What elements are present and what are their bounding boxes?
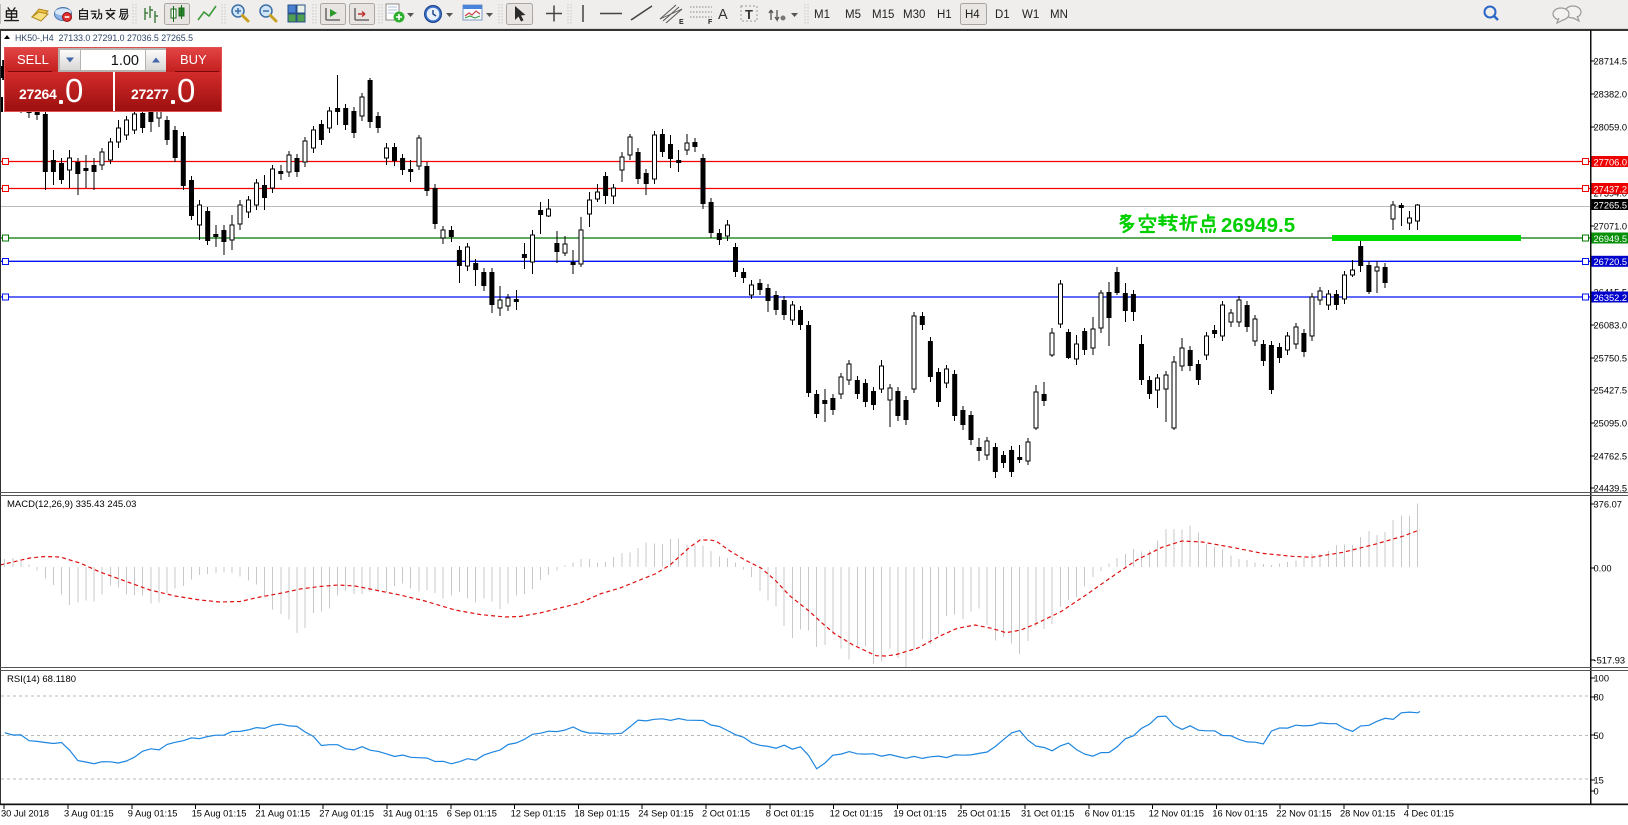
svg-text:25427.5: 25427.5 <box>1594 386 1628 396</box>
svg-text:A: A <box>718 7 728 23</box>
svg-text:M30: M30 <box>903 9 925 21</box>
svg-text:24 Sep 01:15: 24 Sep 01:15 <box>638 809 693 819</box>
svg-text:80: 80 <box>1594 693 1604 703</box>
svg-text:18 Sep 01:15: 18 Sep 01:15 <box>574 809 629 819</box>
svg-text:27071.0: 27071.0 <box>1594 222 1628 232</box>
svg-text:25095.0: 25095.0 <box>1594 419 1628 429</box>
svg-text:H1: H1 <box>937 9 952 21</box>
svg-text:28 Nov 01:15: 28 Nov 01:15 <box>1340 809 1395 819</box>
svg-text:26949.5: 26949.5 <box>1221 214 1295 237</box>
svg-text:RSI(14) 68.1180: RSI(14) 68.1180 <box>7 674 76 685</box>
svg-text:MN: MN <box>1050 9 1068 21</box>
svg-text:31 Aug 01:15: 31 Aug 01:15 <box>383 809 438 819</box>
svg-text:31 Oct 01:15: 31 Oct 01:15 <box>1021 809 1074 819</box>
svg-text:9 Aug 01:15: 9 Aug 01:15 <box>128 809 178 819</box>
svg-text:M1: M1 <box>814 9 830 21</box>
svg-text:25 Oct 01:15: 25 Oct 01:15 <box>957 809 1010 819</box>
svg-text:3 Aug 01:15: 3 Aug 01:15 <box>64 809 114 819</box>
svg-text:30 Jul 2018: 30 Jul 2018 <box>1 809 49 819</box>
svg-text:D1: D1 <box>995 9 1010 21</box>
svg-text:12 Sep 01:15: 12 Sep 01:15 <box>511 809 566 819</box>
svg-text:19 Oct 01:15: 19 Oct 01:15 <box>893 809 946 819</box>
svg-text:24439.5: 24439.5 <box>1594 484 1628 494</box>
svg-text:0.00: 0.00 <box>1594 564 1612 574</box>
svg-text:M5: M5 <box>845 9 861 21</box>
svg-text:25750.5: 25750.5 <box>1594 354 1628 364</box>
svg-text:15 Aug 01:15: 15 Aug 01:15 <box>192 809 247 819</box>
svg-text:6 Nov 01:15: 6 Nov 01:15 <box>1085 809 1135 819</box>
svg-text:28059.0: 28059.0 <box>1594 123 1628 133</box>
svg-text:-517.93: -517.93 <box>1594 656 1626 666</box>
svg-text:24762.5: 24762.5 <box>1594 452 1628 462</box>
svg-text:E: E <box>679 19 684 26</box>
svg-text:28382.0: 28382.0 <box>1594 90 1628 100</box>
svg-text:0: 0 <box>1594 787 1599 797</box>
svg-text:27265.5: 27265.5 <box>1594 200 1628 210</box>
svg-text:15: 15 <box>1594 776 1604 786</box>
svg-text:27706.0: 27706.0 <box>1594 157 1628 167</box>
svg-text:16 Nov 01:15: 16 Nov 01:15 <box>1212 809 1267 819</box>
svg-text:27437.2: 27437.2 <box>1594 184 1628 194</box>
svg-text:22 Nov 01:15: 22 Nov 01:15 <box>1276 809 1331 819</box>
svg-text:T: T <box>745 7 753 22</box>
svg-text:M15: M15 <box>872 9 894 21</box>
svg-text:4 Dec 01:15: 4 Dec 01:15 <box>1404 809 1454 819</box>
svg-text:376.07: 376.07 <box>1594 500 1622 510</box>
svg-text:26083.0: 26083.0 <box>1594 321 1628 331</box>
svg-text:28714.5: 28714.5 <box>1594 57 1628 67</box>
svg-text:26720.5: 26720.5 <box>1594 257 1628 267</box>
svg-text:26352.2: 26352.2 <box>1594 293 1628 303</box>
svg-text:2 Oct 01:15: 2 Oct 01:15 <box>702 809 750 819</box>
svg-text:8 Oct 01:15: 8 Oct 01:15 <box>766 809 814 819</box>
svg-text:H4: H4 <box>965 9 980 21</box>
svg-text:26949.5: 26949.5 <box>1594 234 1628 244</box>
svg-text:12 Nov 01:15: 12 Nov 01:15 <box>1149 809 1204 819</box>
svg-text:F: F <box>708 19 713 26</box>
svg-text:21 Aug 01:15: 21 Aug 01:15 <box>255 809 310 819</box>
svg-text:27 Aug 01:15: 27 Aug 01:15 <box>319 809 374 819</box>
svg-text:100: 100 <box>1594 674 1610 684</box>
svg-text:W1: W1 <box>1022 9 1039 21</box>
svg-text:6 Sep 01:15: 6 Sep 01:15 <box>447 809 497 819</box>
svg-text:12 Oct 01:15: 12 Oct 01:15 <box>830 809 883 819</box>
svg-text:MACD(12,26,9) 335.43 245.03: MACD(12,26,9) 335.43 245.03 <box>7 499 136 510</box>
svg-text:50: 50 <box>1594 731 1604 741</box>
